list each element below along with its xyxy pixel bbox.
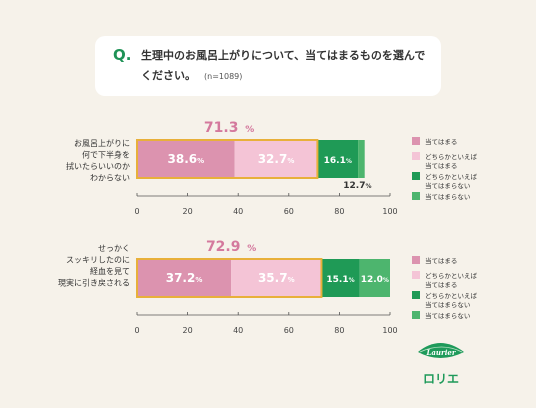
x-tick-label: 40 bbox=[233, 326, 243, 335]
x-tick-label: 0 bbox=[134, 326, 139, 335]
highlight-frame bbox=[136, 139, 319, 179]
data-label-number: 37.2 bbox=[166, 271, 196, 285]
x-tick-label: 60 bbox=[284, 326, 294, 335]
data-label-3: 15.1% bbox=[326, 275, 354, 285]
sample-size: (n=1089) bbox=[204, 72, 243, 81]
data-label-4: 12.7% bbox=[343, 181, 371, 191]
category-label-line: 経血を見て bbox=[90, 266, 130, 276]
x-tick-label: 80 bbox=[334, 326, 344, 335]
laurier-logo: Laurier ロリエ bbox=[418, 343, 464, 386]
legend-swatch-3 bbox=[412, 172, 420, 180]
data-label-unit: % bbox=[366, 183, 372, 190]
category-label-line: せっかく bbox=[98, 244, 130, 253]
bar-segment-2 bbox=[231, 259, 322, 297]
data-label-number: 35.7 bbox=[258, 271, 288, 285]
legend-swatch-4 bbox=[412, 311, 420, 319]
bar-segment-4 bbox=[359, 259, 390, 297]
legend-label: 当てはまらない bbox=[425, 192, 470, 201]
highlight-unit: % bbox=[245, 125, 254, 135]
data-label-number: 15.1 bbox=[326, 275, 348, 285]
bar-segment-4 bbox=[358, 140, 365, 178]
data-label-unit: % bbox=[195, 276, 202, 284]
data-label-unit: % bbox=[197, 157, 204, 165]
legend-swatch-1 bbox=[412, 137, 420, 145]
data-label-3: 16.1% bbox=[324, 156, 352, 166]
x-tick-label: 20 bbox=[183, 207, 193, 216]
question-text: 生理中のお風呂上がりについて、当てはまるものを選んでください。 (n=1089) bbox=[141, 46, 431, 87]
legend-label: 当てはまる bbox=[425, 280, 457, 289]
x-tick-label: 100 bbox=[382, 207, 397, 216]
x-tick-label: 20 bbox=[183, 326, 193, 335]
x-tick-label: 100 bbox=[382, 326, 397, 335]
legend-swatch-1 bbox=[412, 256, 420, 264]
data-label-unit: % bbox=[349, 277, 355, 284]
data-label-unit: % bbox=[383, 277, 389, 284]
highlight-value: 72.9 bbox=[206, 239, 241, 255]
data-label-number: 32.7 bbox=[258, 152, 288, 166]
category-label-line: わからない bbox=[90, 174, 130, 183]
question-mark: Q. bbox=[113, 46, 132, 64]
data-label-1: 37.2% bbox=[166, 271, 203, 285]
data-label-unit: % bbox=[287, 157, 294, 165]
data-label-4: 12.0% bbox=[361, 275, 389, 285]
data-label-number: 16.1 bbox=[324, 156, 346, 166]
leaf-vein-icon bbox=[419, 346, 463, 353]
highlight-frame bbox=[136, 258, 323, 298]
category-label-line: 現実に引き戻される bbox=[58, 278, 130, 288]
bar-segment-1 bbox=[137, 140, 235, 178]
logo-text-en: Laurier bbox=[425, 348, 456, 357]
legend-swatch-3 bbox=[412, 291, 420, 299]
leaf-icon bbox=[418, 343, 464, 358]
data-label-2: 35.7% bbox=[258, 271, 295, 285]
data-label-unit: % bbox=[288, 276, 295, 284]
legend-swatch-4 bbox=[412, 192, 420, 200]
category-label-line: 何で下半身を bbox=[82, 150, 130, 160]
question-box: Q. 生理中のお風呂上がりについて、当てはまるものを選んでください。 (n=108… bbox=[95, 36, 441, 96]
legend-swatch-2 bbox=[412, 152, 420, 160]
category-label-line: お風呂上がりに bbox=[74, 138, 130, 148]
data-label-number: 38.6 bbox=[168, 152, 198, 166]
bar-segment-3 bbox=[317, 140, 359, 178]
legend-label: 当てはまる bbox=[425, 256, 457, 265]
data-label-number: 12.7 bbox=[343, 181, 365, 191]
highlight-value: 71.3 bbox=[204, 120, 239, 136]
data-label-2: 32.7% bbox=[258, 152, 295, 166]
legend-label: どちらかといえば bbox=[425, 271, 478, 280]
x-tick-label: 0 bbox=[134, 207, 139, 216]
category-label-line: スッキリしたのに bbox=[66, 256, 130, 265]
data-label-unit: % bbox=[346, 158, 352, 165]
legend-label: どちらかといえば bbox=[425, 172, 478, 181]
bar-segment-1 bbox=[137, 259, 232, 297]
data-label-number: 12.0 bbox=[361, 275, 383, 285]
legend-label: 当てはまる bbox=[425, 137, 457, 146]
legend-label: 当てはまらない bbox=[425, 181, 470, 190]
legend-label: どちらかといえば bbox=[425, 152, 478, 161]
category-label-line: 拭いたらいいのか bbox=[66, 161, 130, 171]
bar-segment-2 bbox=[234, 140, 318, 178]
x-tick-label: 40 bbox=[233, 207, 243, 216]
x-tick-label: 80 bbox=[334, 207, 344, 216]
legend-label: 当てはまる bbox=[425, 161, 457, 170]
bar-segment-3 bbox=[321, 259, 360, 297]
question-body: 生理中のお風呂上がりについて、当てはまるものを選んでください。 bbox=[141, 49, 426, 82]
logo-text-ja: ロリエ bbox=[423, 372, 459, 386]
legend-label: どちらかといえば bbox=[425, 291, 478, 300]
x-tick-label: 60 bbox=[284, 207, 294, 216]
legend-label: 当てはまらない bbox=[425, 300, 470, 309]
data-label-1: 38.6% bbox=[168, 152, 205, 166]
highlight-unit: % bbox=[247, 244, 256, 254]
legend-label: 当てはまらない bbox=[425, 311, 470, 320]
legend-swatch-2 bbox=[412, 271, 420, 279]
